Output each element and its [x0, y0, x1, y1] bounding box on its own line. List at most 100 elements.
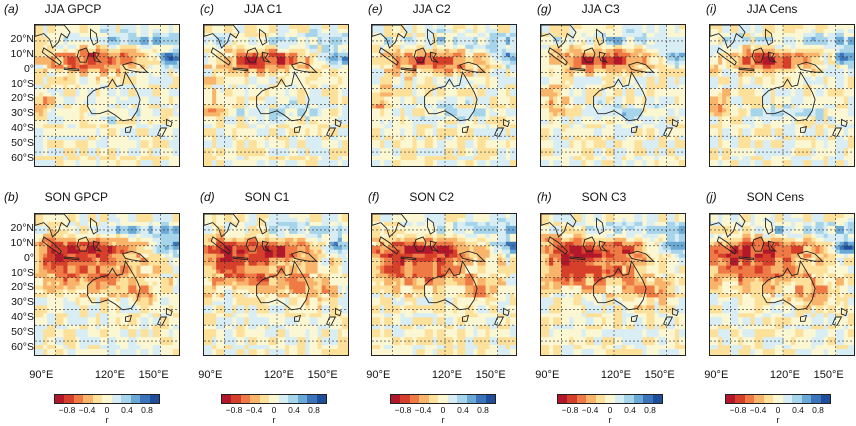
colorbar-swatch — [92, 395, 103, 403]
lon-tick-label: 120°E — [769, 369, 800, 381]
coastline — [210, 236, 231, 255]
colorbar-swatch — [652, 395, 662, 403]
lon-tick-label: 150°E — [307, 369, 338, 381]
coastline — [210, 47, 231, 66]
colorbar-swatch — [457, 395, 467, 403]
coastline — [631, 125, 639, 133]
colorbar-tick-label: 0 — [271, 405, 277, 415]
map-canvas — [35, 25, 179, 166]
panel-title-text: SON C1 — [244, 190, 290, 204]
coastline — [671, 118, 679, 128]
coastline — [125, 314, 133, 322]
colorbar-tick-label: 0.8 — [477, 405, 489, 415]
coastline — [796, 250, 824, 262]
coastline — [76, 47, 90, 63]
coastline — [334, 118, 342, 128]
coastline — [294, 314, 302, 322]
colorbar-tick-label: 0.4 — [288, 405, 300, 415]
colorbar-tick-label: 0.8 — [644, 405, 656, 415]
colorbar-unit-label: r — [776, 415, 780, 425]
coastline — [751, 236, 765, 252]
panel-title: (e) JJA C2 — [368, 2, 451, 16]
lat-tick-label: 40°S — [11, 311, 34, 324]
coastline — [256, 70, 310, 122]
coastline — [767, 240, 778, 253]
colorbar-swatch — [773, 395, 783, 403]
panel-tag: (g) — [537, 2, 552, 16]
colorbar-tick-label: 0.4 — [624, 405, 636, 415]
colorbar-swatch — [792, 395, 802, 403]
panel-tag: (e) — [368, 2, 383, 16]
colorbar-tick-label: 0.4 — [792, 405, 804, 415]
coastline — [547, 47, 568, 66]
map-canvas — [204, 214, 348, 355]
colorbar-swatch — [476, 395, 486, 403]
lon-tick-label: 120°E — [600, 369, 631, 381]
coastline — [462, 314, 470, 322]
colorbar — [725, 394, 831, 404]
coastline — [427, 217, 436, 235]
coastline — [716, 236, 737, 255]
coastline — [232, 256, 249, 261]
coastline — [662, 316, 674, 327]
lat-tick-label: 60°S — [11, 152, 34, 165]
colorbar-swatch — [140, 395, 150, 403]
coastline — [378, 236, 399, 255]
correlation-map — [203, 24, 349, 167]
coastline — [762, 70, 816, 122]
correlation-map — [371, 213, 517, 356]
lat-tick-label: 20°S — [11, 92, 34, 105]
coastline — [325, 127, 337, 138]
panel-tag: (j) — [706, 190, 717, 204]
colorbar-swatch — [447, 395, 458, 403]
coastline — [372, 25, 408, 49]
lat-tick-label: 20°S — [11, 281, 34, 294]
coastline — [76, 236, 90, 252]
colorbar-tick-label: −0.4 — [414, 405, 432, 415]
coastline — [156, 316, 168, 327]
coastline — [582, 47, 596, 63]
colorbar-tick-label: −0.4 — [749, 405, 767, 415]
coastline — [541, 214, 577, 238]
panel-title: (i) JJA Cens — [706, 2, 797, 16]
coastline — [259, 217, 268, 235]
colorbar-unit-label: r — [272, 415, 276, 425]
colorbar-tick-label: −0.4 — [245, 405, 263, 415]
colorbar-tick-label: 0.8 — [141, 405, 153, 415]
coastline — [765, 28, 774, 46]
panel-title-text: JJA C1 — [244, 2, 283, 16]
coastline — [596, 217, 605, 235]
lat-tick-label: 0° — [23, 251, 34, 264]
coastline — [372, 214, 408, 238]
colorbar-swatch — [811, 395, 821, 403]
coastline — [831, 127, 843, 138]
coastline — [502, 118, 510, 128]
coastline — [569, 256, 586, 261]
coastline — [204, 214, 240, 238]
colorbar-tick-label: −0.4 — [78, 405, 96, 415]
correlation-map — [709, 213, 855, 356]
coastline — [259, 28, 268, 46]
colorbar-swatch — [419, 395, 429, 403]
coastline — [429, 240, 440, 253]
colorbar-swatch — [576, 395, 587, 403]
coastline — [256, 259, 310, 311]
coastline — [413, 47, 427, 63]
coastline — [35, 25, 71, 49]
colorbar-swatch — [83, 395, 93, 403]
colorbar-tick-label: −0.8 — [561, 405, 579, 415]
coastline — [627, 250, 655, 262]
colorbar-swatch — [744, 395, 755, 403]
lat-tick-label: 10°S — [11, 77, 34, 90]
panel-title: (d) SON C1 — [200, 190, 289, 204]
colorbar-tick-label: 0 — [440, 405, 446, 415]
colorbar-swatch — [643, 395, 653, 403]
colorbar-tick-label: 0 — [775, 405, 781, 415]
colorbar-swatch — [269, 395, 279, 403]
lat-tick-label: 20°N — [10, 32, 34, 45]
colorbar-swatch — [614, 395, 625, 403]
coastline — [121, 61, 149, 73]
colorbar-swatch — [297, 395, 308, 403]
coastline — [290, 61, 318, 73]
colorbar — [557, 394, 663, 404]
